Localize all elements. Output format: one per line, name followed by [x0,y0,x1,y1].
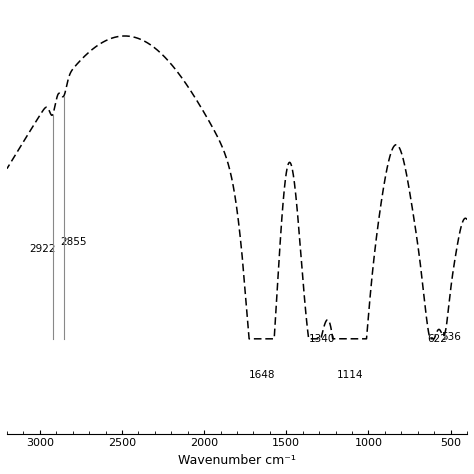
Text: 2922: 2922 [29,244,56,254]
X-axis label: Wavenumber cm⁻¹: Wavenumber cm⁻¹ [178,454,296,467]
Text: 1340: 1340 [310,334,336,344]
Text: 622: 622 [427,334,447,344]
Text: 1648: 1648 [249,370,275,381]
Text: 536: 536 [441,332,461,342]
Text: 1114: 1114 [337,370,363,381]
Text: 2855: 2855 [60,237,87,247]
